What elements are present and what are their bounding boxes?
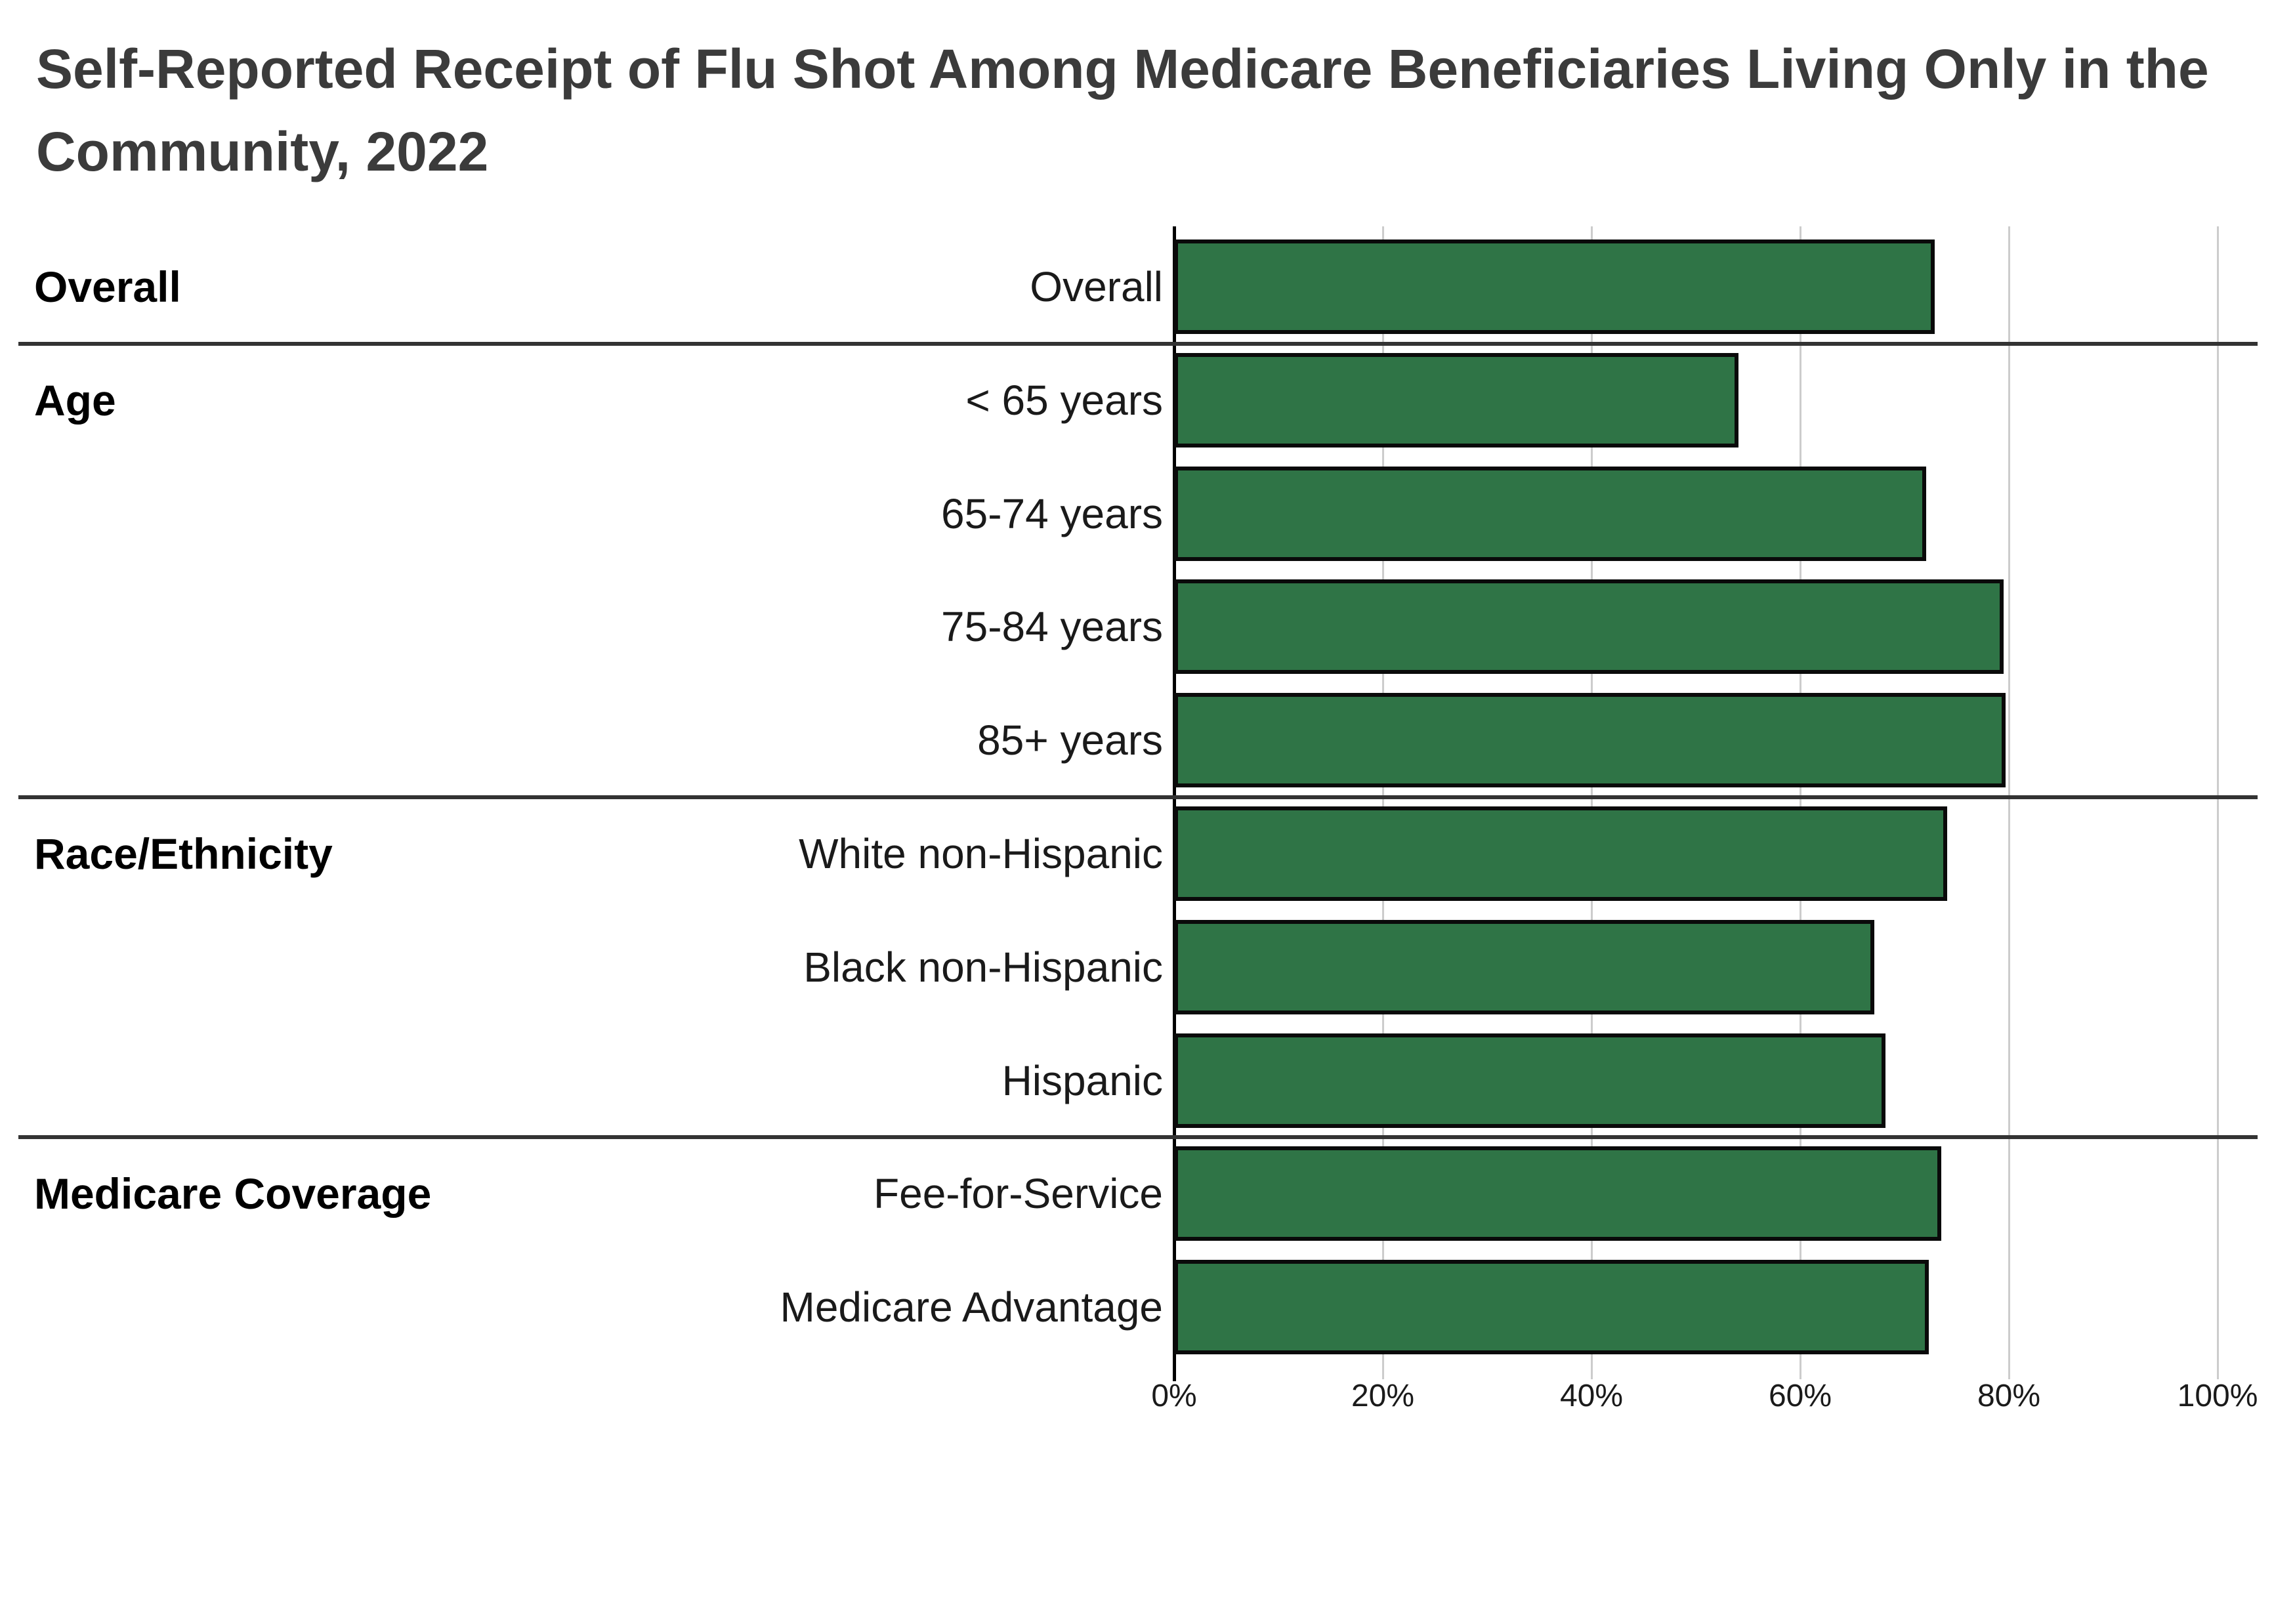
group-separator-2: [18, 795, 2258, 799]
chart-title-line-2: Community, 2022: [36, 121, 489, 182]
bar-fee-for-service: [1174, 1146, 1941, 1241]
x-tick-label-20pct: 20%: [1351, 1379, 1415, 1413]
category-label-black-non-hispanic: Black non-Hispanic: [803, 943, 1163, 991]
gridline-20pct: [1382, 226, 1384, 1379]
bar-overall: [1174, 239, 1935, 334]
group-label-medicare-coverage: Medicare Coverage: [34, 1169, 432, 1218]
group-label-age: Age: [34, 375, 116, 425]
bar-medicare-advantage: [1174, 1260, 1929, 1355]
x-tick-label-0pct: 0%: [1151, 1379, 1197, 1413]
x-axis-zero-line: [1173, 226, 1176, 1381]
gridline-60pct: [1800, 226, 1801, 1379]
category-label-fee-for-service: Fee-for-Service: [874, 1170, 1163, 1218]
bar-65-74-years: [1174, 466, 1927, 561]
bar-85-years: [1174, 693, 2006, 788]
bar-hispanic: [1174, 1033, 1886, 1128]
gridline-40pct: [1591, 226, 1593, 1379]
group-label-overall: Overall: [34, 262, 181, 311]
category-label-white-non-hispanic: White non-Hispanic: [799, 830, 1163, 877]
category-label-hispanic: Hispanic: [1001, 1056, 1163, 1104]
group-label-race-ethnicity: Race/Ethnicity: [34, 829, 333, 878]
x-tick-label-100pct: 100%: [2177, 1379, 2258, 1413]
category-label-overall: Overall: [1030, 263, 1163, 310]
x-tick-label-40pct: 40%: [1559, 1379, 1624, 1413]
group-separator-1: [18, 341, 2258, 346]
chart-title: Self-Reported Receipt of Flu Shot Among …: [36, 28, 2241, 193]
x-tick-label-80pct: 80%: [1977, 1379, 2041, 1413]
bar-black-non-hispanic: [1174, 919, 1874, 1014]
bar-65-years: [1174, 352, 1739, 448]
x-tick-label-60pct: 60%: [1768, 1379, 1832, 1413]
gridline-80pct: [2008, 226, 2010, 1379]
group-separator-3: [18, 1135, 2258, 1140]
bar-75-84-years: [1174, 579, 2004, 675]
category-label-65-74-years: 65-74 years: [941, 489, 1163, 537]
category-label-75-84-years: 75-84 years: [941, 603, 1163, 651]
gridline-100pct: [2217, 226, 2219, 1379]
category-label-medicare-advantage: Medicare Advantage: [780, 1283, 1164, 1331]
category-label-85-years: 85+ years: [977, 717, 1163, 764]
chart-title-line-1: Self-Reported Receipt of Flu Shot Among …: [36, 38, 2209, 100]
bar-white-non-hispanic: [1174, 806, 1948, 901]
category-label-65-years: < 65 years: [965, 376, 1163, 424]
